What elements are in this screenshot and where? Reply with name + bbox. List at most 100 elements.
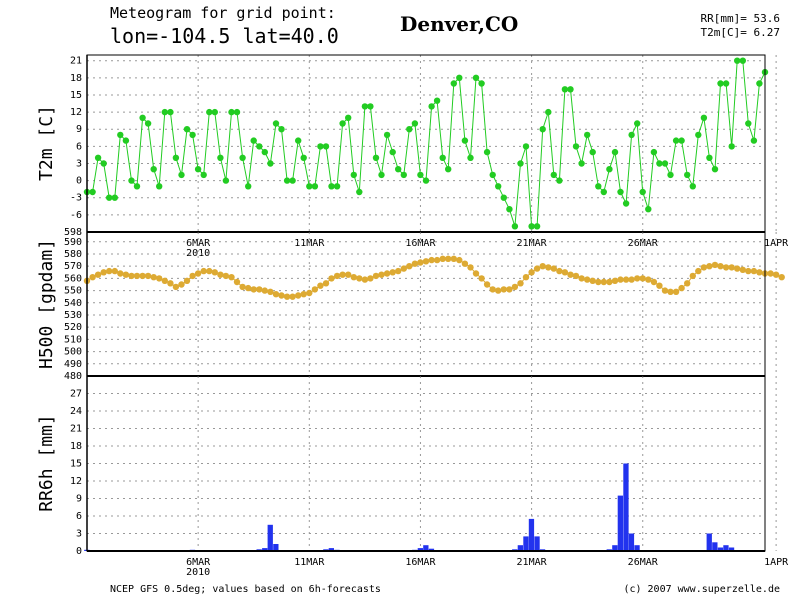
data-point	[645, 206, 652, 213]
data-point	[445, 166, 452, 173]
y-tick-label: 3	[76, 158, 82, 169]
data-point	[311, 286, 319, 293]
data-point	[189, 272, 196, 280]
data-point	[483, 148, 491, 156]
data-point	[606, 166, 613, 173]
data-point	[306, 289, 313, 297]
data-point	[206, 267, 213, 275]
data-point	[700, 264, 708, 271]
data-point	[472, 74, 480, 82]
data-point	[194, 166, 202, 173]
data-point	[200, 171, 207, 179]
data-point	[567, 271, 574, 278]
data-point	[489, 171, 496, 179]
data-point	[517, 280, 524, 287]
data-point	[406, 263, 413, 270]
data-point	[333, 272, 341, 280]
y-tick-label: 3	[76, 529, 82, 540]
data-point	[306, 183, 313, 190]
data-point	[144, 272, 152, 280]
data-point	[772, 271, 780, 278]
data-point	[550, 265, 557, 272]
bar	[328, 548, 334, 551]
y-tick-label: 580	[64, 249, 82, 260]
data-point	[150, 274, 157, 281]
data-point	[661, 160, 669, 167]
data-point	[450, 80, 457, 87]
data-point	[328, 275, 335, 282]
data-point	[361, 276, 369, 283]
bar	[517, 545, 523, 551]
data-point	[467, 264, 474, 271]
data-point	[106, 267, 113, 275]
data-point	[445, 255, 452, 262]
data-point	[128, 177, 135, 184]
y-tick-label: 21	[70, 424, 82, 435]
data-point	[767, 270, 774, 277]
data-point	[378, 271, 385, 278]
y-tick-label: 0	[76, 176, 82, 187]
data-point	[272, 120, 280, 127]
data-point	[500, 194, 507, 201]
data-point	[372, 272, 380, 280]
data-point	[178, 281, 185, 288]
data-point	[156, 275, 163, 282]
data-point	[144, 120, 152, 127]
data-point	[356, 188, 363, 196]
data-point	[267, 160, 274, 167]
data-point	[506, 206, 513, 213]
data-point	[522, 274, 530, 281]
y-tick-label: 18	[70, 441, 82, 452]
data-point	[172, 154, 180, 161]
data-point	[578, 160, 585, 167]
data-point	[295, 292, 302, 299]
data-point	[750, 267, 758, 275]
data-point	[422, 177, 430, 184]
data-point	[606, 278, 613, 286]
data-point	[734, 265, 741, 272]
data-point	[272, 291, 280, 298]
data-point	[556, 267, 563, 275]
y-tick-label: 9	[76, 494, 82, 505]
data-point	[589, 148, 596, 156]
data-point	[128, 272, 135, 280]
bar	[634, 545, 640, 551]
data-point	[717, 263, 724, 270]
data-point	[317, 282, 324, 289]
data-point	[722, 80, 730, 87]
data-point	[167, 280, 174, 287]
data-point	[578, 275, 585, 282]
data-point	[717, 80, 724, 87]
data-point	[161, 108, 168, 116]
data-point	[584, 276, 591, 283]
data-point	[372, 154, 380, 161]
bar	[706, 533, 712, 551]
data-point	[228, 108, 235, 116]
data-point	[161, 277, 168, 284]
data-point	[700, 114, 708, 122]
data-point	[472, 270, 480, 277]
data-point	[656, 282, 663, 289]
data-point	[395, 267, 402, 275]
y-tick-label: 0	[76, 546, 82, 557]
data-point	[711, 166, 719, 173]
data-point	[745, 267, 752, 275]
data-point	[122, 271, 130, 278]
data-point	[267, 288, 274, 295]
data-point	[572, 143, 580, 150]
data-point	[411, 260, 419, 267]
data-point	[361, 103, 369, 110]
data-point	[395, 166, 402, 173]
data-point	[650, 148, 658, 156]
stat-rr: RR[mm]= 53.6	[700, 12, 780, 25]
data-point	[450, 255, 457, 262]
data-point	[478, 275, 485, 282]
x-tick-label: 1APR	[764, 238, 789, 249]
x-tick-label: 16MAR	[405, 238, 436, 249]
stat-t2m: T2m[C]= 6.27	[700, 26, 780, 39]
data-point	[356, 275, 363, 282]
data-point	[695, 131, 702, 139]
data-point	[139, 114, 146, 122]
data-point	[211, 269, 218, 276]
